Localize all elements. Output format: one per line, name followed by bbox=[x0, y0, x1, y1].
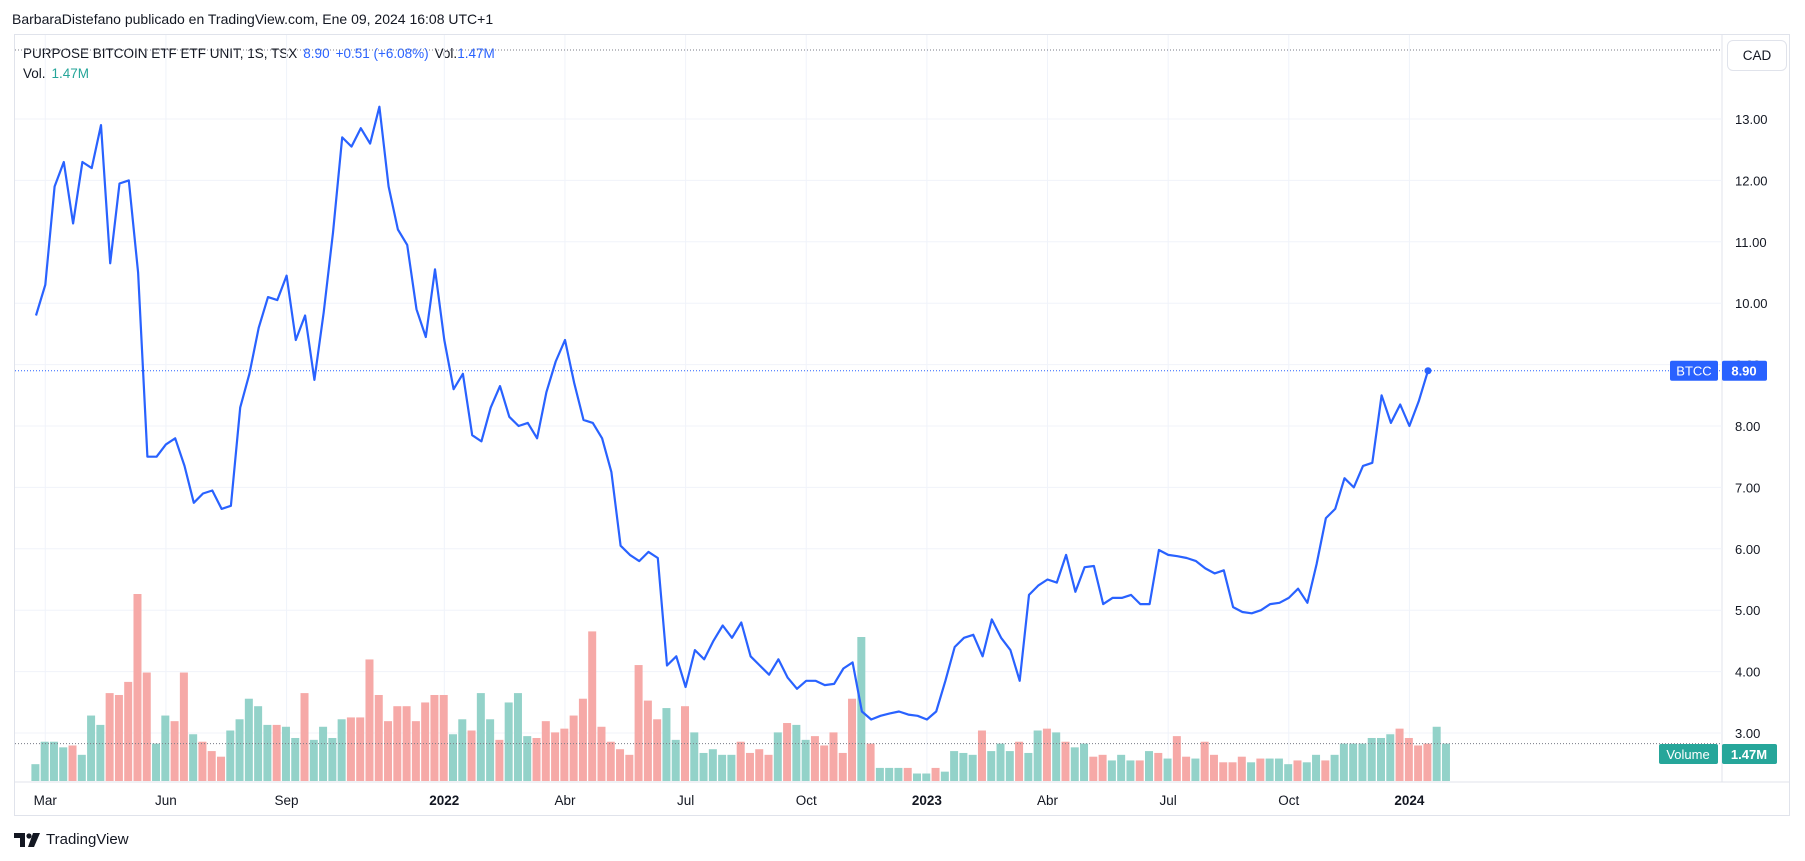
footer-brand[interactable]: TradingView bbox=[14, 831, 129, 848]
symbol-legend: PURPOSE BITCOIN ETF ETF UNIT, 1S, TSX 8.9… bbox=[23, 45, 495, 63]
symbol-title[interactable]: PURPOSE BITCOIN ETF ETF UNIT, 1S, TSX bbox=[23, 46, 298, 61]
vol-value: 1.47M bbox=[457, 46, 495, 61]
publisher-line: BarbaraDistefano publicado en TradingVie… bbox=[12, 11, 494, 27]
vol-value-2: 1.47M bbox=[51, 66, 90, 81]
vol-label-2: Vol. bbox=[23, 66, 46, 81]
footer-brand-label: TradingView bbox=[46, 831, 129, 848]
price-change: +0.51 (+6.08%) bbox=[335, 46, 429, 61]
chart-frame[interactable] bbox=[14, 34, 1790, 816]
currency-button[interactable]: CAD bbox=[1727, 40, 1787, 71]
tradingview-logo-icon bbox=[14, 832, 40, 847]
last-price: 8.90 bbox=[303, 46, 330, 61]
vol-label: Vol. bbox=[434, 46, 458, 61]
volume-legend: Vol. 1.47M bbox=[23, 66, 89, 81]
